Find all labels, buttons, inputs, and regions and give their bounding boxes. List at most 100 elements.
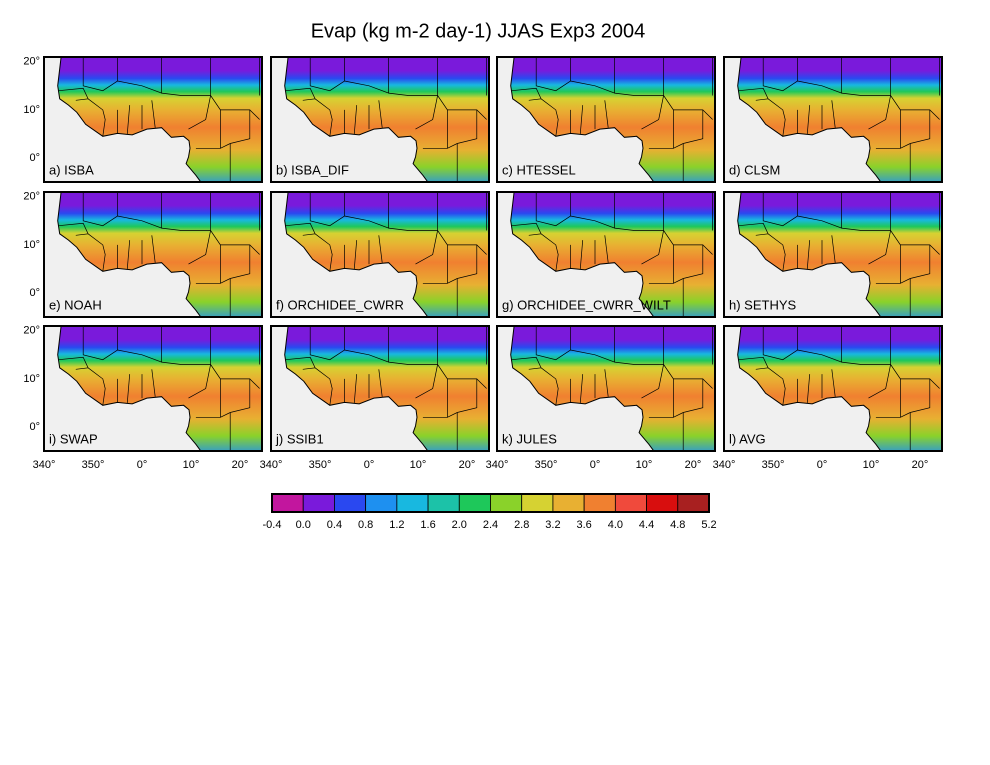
border (570, 57, 615, 94)
panel-label: i) SWAP (49, 431, 98, 446)
map-panel: d) CLSM (723, 56, 943, 183)
colorbar-label: 0.0 (296, 519, 311, 531)
colorbar-label: 2.0 (452, 519, 467, 531)
border (738, 356, 769, 370)
border (535, 57, 571, 92)
border (388, 192, 438, 231)
panel-label: g) ORCHIDEE_CWRR_WILT (502, 297, 671, 312)
border (437, 57, 487, 96)
border (762, 192, 798, 227)
colorbar-label: 2.8 (514, 519, 529, 531)
border (614, 192, 664, 231)
border (890, 192, 940, 231)
panel-label: a) ISBA (49, 162, 94, 177)
border (161, 57, 211, 96)
lon-tick-label: 20° (459, 459, 476, 471)
border (868, 364, 891, 399)
border (210, 57, 260, 96)
map-content (284, 57, 489, 182)
border (831, 235, 836, 263)
border (762, 57, 798, 92)
border (220, 109, 251, 149)
border (82, 192, 118, 227)
border (188, 230, 211, 265)
panel-frame (496, 191, 716, 318)
map-content (737, 57, 942, 182)
lon-tick-label: 0° (590, 459, 601, 471)
border (648, 364, 674, 418)
map-panel: h) SETHYS (723, 191, 943, 318)
colorbar-label: 4.0 (608, 519, 623, 531)
border (195, 230, 221, 284)
map-panel: f) ORCHIDEE_CWRR (270, 191, 490, 318)
border (437, 192, 487, 231)
border (117, 326, 162, 363)
colorbar-box (490, 493, 523, 513)
border (663, 192, 713, 231)
border (511, 356, 542, 370)
figure-title: Evap (kg m-2 day-1) JJAS Exp3 2004 (311, 20, 646, 42)
border (388, 326, 438, 365)
border (353, 374, 358, 403)
border (210, 192, 260, 231)
colorbar-label: 4.8 (670, 519, 685, 531)
border (641, 364, 664, 399)
colorbar-box (302, 493, 335, 513)
border (58, 87, 89, 101)
border (535, 192, 571, 227)
border (415, 95, 438, 130)
colorbar-label: -0.4 (263, 519, 282, 531)
border (535, 326, 571, 361)
panel-label: e) NOAH (49, 297, 102, 312)
map-content (737, 192, 942, 317)
panel-frame (43, 325, 263, 452)
panel-label: j) SSIB1 (275, 431, 324, 446)
lat-tick-label: 0° (29, 152, 40, 164)
colorbar-frame (271, 493, 710, 513)
border (388, 57, 438, 96)
lon-tick-label: 20° (232, 459, 249, 471)
lon-tick-label: 340° (260, 459, 283, 471)
border (353, 240, 358, 269)
panel-frame (270, 325, 490, 452)
lon-tick-label: 10° (863, 459, 880, 471)
lat-tick-label: 10° (23, 373, 40, 385)
lon-tick-label: 350° (82, 459, 105, 471)
border (673, 109, 704, 149)
border (579, 374, 584, 403)
border (285, 222, 316, 236)
lat-tick-label: 20° (23, 191, 40, 203)
map-panel: c) HTESSEL (496, 56, 716, 183)
panel-label: h) SETHYS (729, 297, 797, 312)
lon-tick-label: 10° (410, 459, 427, 471)
border (126, 105, 131, 134)
border (875, 95, 901, 149)
colorbar-label: 3.6 (576, 519, 591, 531)
lon-tick-label: 340° (33, 459, 56, 471)
colorbar-box (427, 493, 460, 513)
border (841, 192, 891, 231)
border (868, 95, 891, 130)
border (875, 364, 901, 418)
colorbar-box (646, 493, 679, 513)
colorbar-box (271, 493, 304, 513)
colorbar-label: 1.2 (389, 519, 404, 531)
map-content (510, 192, 715, 317)
border (344, 326, 389, 363)
border (344, 192, 389, 229)
border (344, 57, 389, 94)
border (648, 95, 674, 149)
lon-tick-label: 20° (912, 459, 929, 471)
panel-frame (43, 56, 263, 183)
border (604, 235, 609, 263)
colorbar-label: 4.4 (639, 519, 654, 531)
panel-frame (496, 325, 716, 452)
panel-label: f) ORCHIDEE_CWRR (276, 297, 404, 312)
border (378, 100, 383, 128)
border (831, 369, 836, 397)
border (767, 98, 786, 137)
border (831, 100, 836, 128)
border (151, 369, 156, 397)
border (797, 192, 842, 229)
lon-tick-label: 350° (535, 459, 558, 471)
